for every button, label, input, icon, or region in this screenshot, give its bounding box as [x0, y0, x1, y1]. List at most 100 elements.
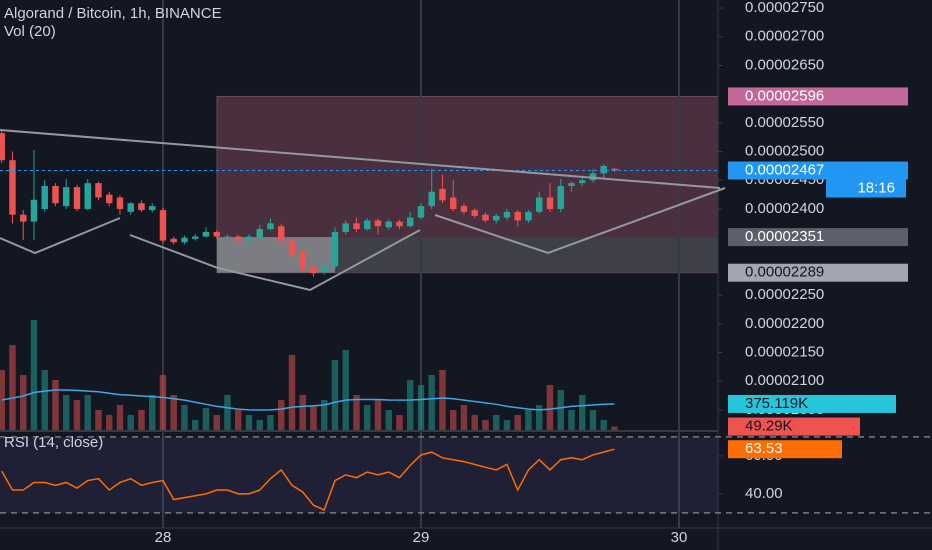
volume-bar [546, 385, 554, 430]
volume-bar [374, 400, 382, 430]
y-tick-label: 0.00002650 [745, 56, 824, 73]
candle-body [127, 203, 134, 212]
x-tick-label: 30 [671, 529, 688, 546]
price-label-bg [728, 263, 908, 282]
volume-bar [493, 415, 500, 430]
volume-bar [589, 410, 597, 430]
trendlines [0, 129, 726, 292]
volume-bar [611, 426, 618, 430]
candle-body [277, 226, 285, 241]
price-label-bg [728, 87, 908, 106]
candle-body [181, 237, 188, 243]
volume-bar [331, 360, 339, 430]
volume-bar [213, 415, 220, 430]
volume-bar [9, 345, 16, 430]
price-label: 0.00002289 [745, 264, 824, 281]
x-tick-label: 29 [413, 529, 430, 546]
volume-bar [514, 415, 521, 430]
x-tick-label: 28 [155, 529, 172, 546]
volume-bar [95, 410, 102, 430]
rsi-label-bg [728, 440, 842, 459]
volume-title: Vol (20) [4, 23, 56, 40]
countdown-bg [826, 179, 906, 198]
candle-body [363, 220, 371, 230]
volume-bar [310, 405, 317, 430]
price-label: 0.00002596 [745, 87, 824, 104]
candle-body [52, 186, 59, 204]
candle-body [514, 211, 521, 221]
candle-body [342, 223, 349, 232]
candle-body [0, 133, 5, 161]
trendline [129, 229, 421, 292]
candle-body [256, 229, 263, 238]
candle-body [213, 231, 220, 237]
chart-title: Algorand / Bitcoin, 1h, BINANCE [4, 5, 222, 22]
volume-bar [288, 355, 296, 430]
rsi-line [1, 448, 615, 511]
candle-body [95, 183, 102, 198]
rsi-label: 63.53 [745, 440, 783, 457]
volume-bar [417, 385, 425, 430]
y-tick-label: 0.00002700 [745, 28, 824, 45]
volume-bar [482, 420, 489, 430]
volume-bar [406, 380, 414, 430]
candle-body [245, 236, 253, 241]
candles [0, 129, 718, 277]
candle-body [19, 214, 27, 222]
candle-body [62, 187, 70, 207]
volume-bar [224, 395, 231, 430]
volume-label: 49.29K [745, 418, 793, 435]
volume-bar [159, 375, 167, 430]
candle-body [9, 160, 16, 215]
y-tick-label: 0.00002150 [745, 343, 824, 360]
candle-body [202, 231, 210, 237]
y-tick-label: 0.00002100 [745, 372, 824, 389]
candle-body [503, 211, 511, 218]
volume-bar [439, 370, 446, 430]
y-tick-label: 0.00002500 [745, 143, 824, 160]
volume-bar [256, 420, 263, 430]
volume-bar [460, 405, 468, 430]
y-tick-label: 0.00002550 [745, 114, 824, 131]
volume-bar [557, 390, 564, 430]
candle-body [579, 180, 586, 184]
rsi-pane [0, 436, 932, 514]
countdown: 18:16 [857, 179, 895, 196]
volume-bar [503, 420, 511, 430]
volume-bar [84, 395, 91, 430]
volume-bar [191, 420, 199, 430]
zone-highlight [217, 237, 335, 273]
volume-bar [245, 415, 253, 430]
y-tick-label: 0.00002750 [745, 0, 824, 16]
candle-body [396, 221, 403, 227]
candle-body [439, 188, 446, 201]
candle-body [536, 197, 543, 212]
volume-bar [385, 410, 392, 430]
rsi-band [0, 436, 718, 513]
candle-body [449, 197, 457, 209]
volume-bar [299, 395, 306, 430]
volume-label: 375.119K [745, 395, 808, 412]
volume-bar [449, 410, 457, 430]
candle-body [105, 194, 113, 204]
volume-bar [105, 415, 113, 430]
zones [216, 95, 719, 274]
price-label-bg [728, 161, 908, 180]
candle-body [148, 206, 156, 211]
candle-body [353, 223, 360, 230]
volume-bar [73, 400, 81, 430]
volume-bar [62, 395, 70, 430]
y-tick-label: 0.00002400 [745, 200, 824, 217]
price-label: 0.00002467 [745, 161, 824, 178]
candle-body [267, 223, 274, 230]
volume-bar [428, 375, 435, 430]
volume-bar [568, 410, 575, 430]
y-tick-label: 0.00002250 [745, 286, 824, 303]
candle-body [568, 183, 575, 187]
candle-body [191, 236, 199, 239]
volume-label-bg [728, 417, 860, 436]
volume-ma-line [1, 389, 615, 411]
volume-bar [471, 415, 478, 430]
